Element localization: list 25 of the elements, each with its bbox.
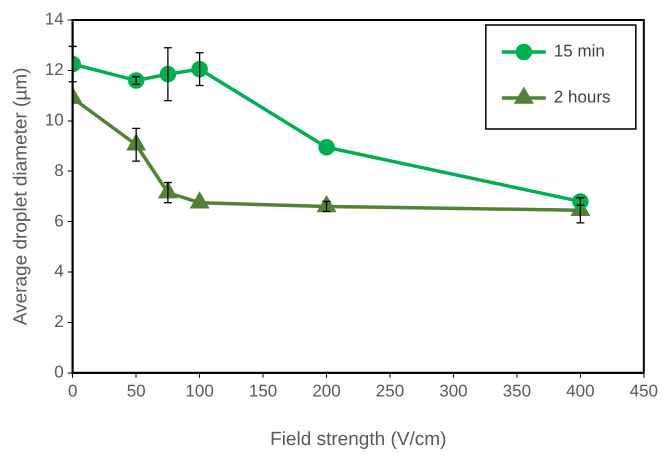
x-axis-title: Field strength (V/cm) [270, 428, 446, 450]
x-tick-label: 0 [68, 382, 78, 401]
x-tick-label: 200 [312, 382, 341, 401]
y-tick-label: 10 [44, 110, 64, 130]
y-tick-label: 12 [44, 60, 64, 80]
y-axis-title: Average droplet diameter (µm) [10, 68, 32, 326]
x-tick-label: 150 [248, 382, 278, 401]
x-tick-label: 400 [566, 382, 595, 401]
point [190, 192, 208, 208]
y-tick-label: 8 [54, 160, 64, 180]
y-tick-label: 14 [44, 10, 64, 29]
x-tick-label: 450 [630, 382, 658, 401]
point [128, 72, 144, 89]
y-tick-label: 4 [54, 262, 64, 281]
y-tick-label: 0 [54, 362, 64, 382]
x-tick-label: 50 [126, 382, 146, 401]
x-tick-label: 100 [185, 382, 214, 401]
y-tick-label: 6 [54, 211, 64, 230]
y-tick-label: 2 [54, 312, 64, 332]
legend-label: 15 min [554, 42, 605, 61]
x-tick-label: 250 [376, 382, 404, 401]
x-tick-label: 300 [439, 382, 468, 401]
legend-label: 2 hours [554, 88, 611, 107]
x-tick-label: 350 [502, 382, 532, 401]
point [318, 139, 335, 156]
